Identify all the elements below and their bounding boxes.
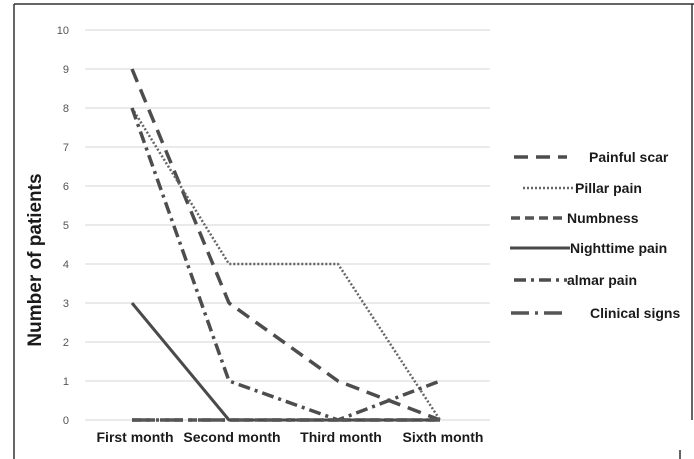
legend-label-1: Pillar pain: [575, 180, 642, 196]
y-tick-5: 5: [63, 220, 69, 232]
y-axis-label: Number of patients: [25, 173, 46, 346]
gridlines: [85, 29, 490, 421]
x-tick-1: Second month: [183, 429, 280, 445]
series-line-painful-scar: [130, 68, 441, 422]
y-tick-4: 4: [63, 259, 69, 271]
x-tick-2: Third month: [300, 429, 382, 445]
series-line-almar-pain: [130, 107, 441, 422]
y-tick-2: 2: [63, 337, 69, 349]
series-lines: [130, 68, 442, 422]
y-tick-1: 1: [63, 376, 69, 388]
y-tick-6: 6: [63, 181, 69, 193]
y-tick-0: 0: [63, 415, 69, 427]
y-tick-9: 9: [63, 64, 69, 76]
legend: Painful scar Pillar pain Numbness Nighttime…: [510, 149, 680, 321]
x-tick-3: Sixth month: [403, 429, 484, 445]
y-tick-7: 7: [63, 142, 69, 154]
legend-label-2: Numbness: [567, 210, 639, 226]
legend-label-0: Painful scar: [589, 149, 669, 165]
x-axis-ticks: First month Second month Third month Sixth …: [97, 429, 484, 445]
y-tick-8: 8: [63, 103, 69, 115]
legend-label-3: Nighttime pain: [570, 240, 667, 256]
x-tick-0: First month: [97, 429, 174, 445]
y-tick-10: 10: [57, 25, 69, 37]
legend-label-5: Clinical signs: [590, 305, 680, 321]
y-tick-3: 3: [63, 298, 69, 310]
y-axis-ticks: 0 1 2 3 4 5 6 7 8 9 10: [57, 25, 69, 427]
series-line-pillar-pain: [130, 107, 442, 421]
legend-label-4: almar pain: [567, 272, 637, 288]
chart-border: [13, 3, 694, 459]
